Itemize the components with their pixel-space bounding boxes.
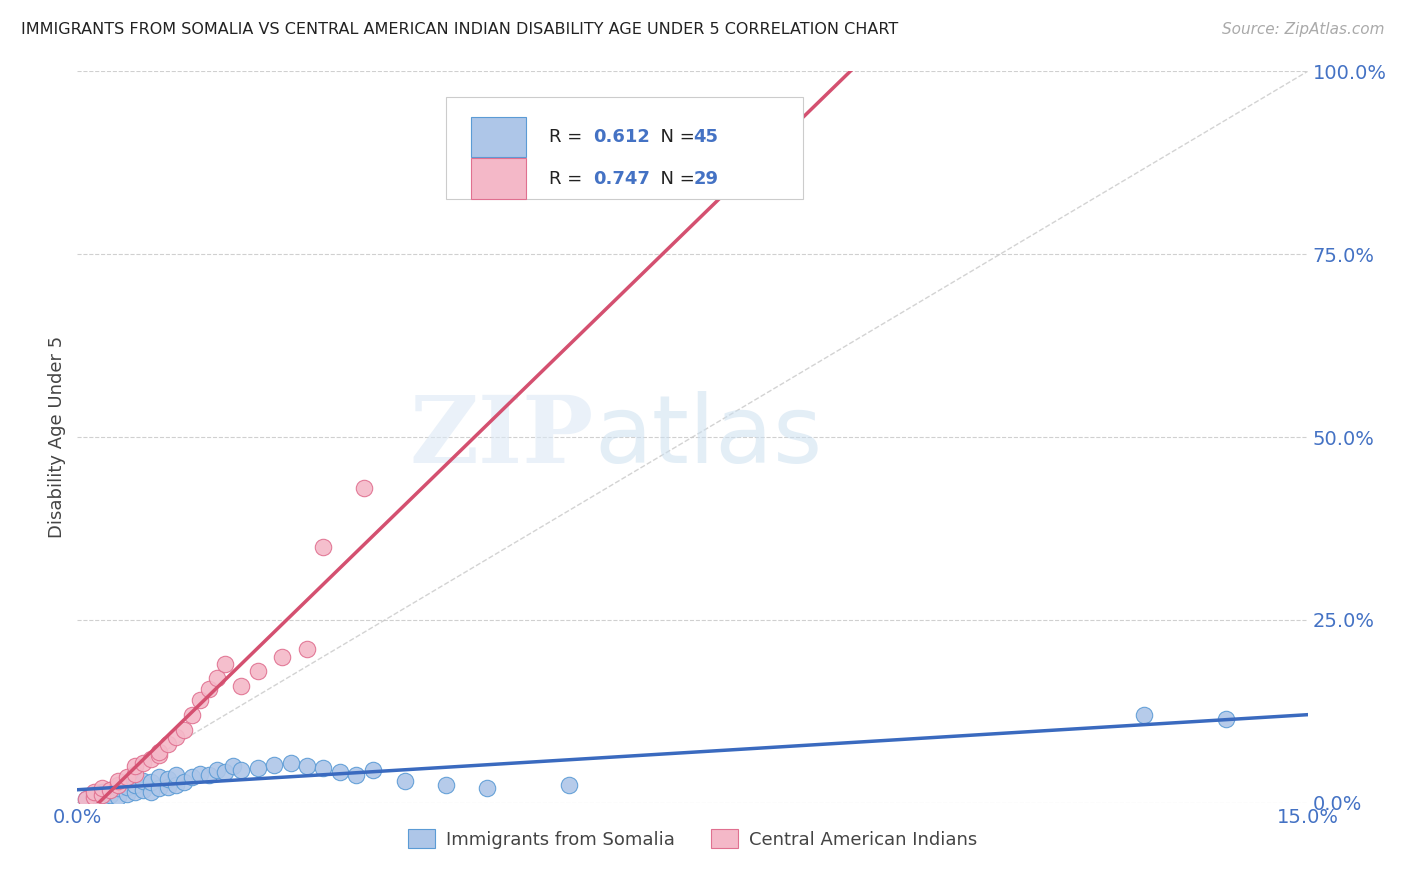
Point (83, 789, 105, 804)
Point (148, 770, 170, 784)
Point (83, 787, 105, 801)
Point (107, 781, 129, 796)
Point (312, 540, 335, 554)
Point (107, 773, 129, 788)
Text: N =: N = (650, 128, 702, 145)
Point (173, 775, 195, 789)
Text: ZIP: ZIP (409, 392, 595, 482)
Point (477, 781, 499, 796)
Text: IMMIGRANTS FROM SOMALIA VS CENTRAL AMERICAN INDIAN DISABILITY AGE UNDER 5 CORREL: IMMIGRANTS FROM SOMALIA VS CENTRAL AMERI… (21, 22, 898, 37)
Point (188, 766, 212, 780)
Point (132, 756, 155, 770)
Point (231, 679, 253, 693)
Point (132, 782, 155, 797)
Y-axis label: Disability Age Under 5: Disability Age Under 5 (48, 336, 66, 538)
Legend: Immigrants from Somalia, Central American Indians: Immigrants from Somalia, Central America… (401, 822, 984, 856)
Point (222, 759, 245, 773)
Point (1132, 708, 1154, 723)
Text: 45: 45 (693, 128, 718, 145)
Text: 0.612: 0.612 (593, 128, 650, 145)
Point (90, 785, 114, 799)
Point (141, 785, 163, 799)
Point (436, 778, 458, 792)
Point (124, 778, 146, 792)
Point (197, 768, 219, 782)
Point (132, 773, 155, 788)
Point (75, 792, 97, 806)
Point (141, 775, 163, 789)
Text: 29: 29 (693, 169, 718, 187)
Point (156, 772, 179, 787)
Point (214, 657, 236, 671)
Point (115, 787, 138, 801)
Point (98, 789, 121, 803)
Point (148, 748, 170, 763)
Point (295, 642, 318, 657)
Point (361, 763, 384, 777)
Point (148, 745, 170, 759)
Point (181, 708, 204, 723)
Text: R =: R = (548, 169, 588, 187)
Point (231, 763, 253, 777)
Point (83, 785, 105, 799)
Point (263, 757, 285, 772)
Point (295, 759, 318, 773)
Point (181, 770, 204, 784)
Text: N =: N = (650, 169, 702, 187)
Text: Source: ZipAtlas.com: Source: ZipAtlas.com (1222, 22, 1385, 37)
Point (115, 780, 138, 794)
Point (165, 730, 187, 744)
Point (75, 792, 97, 806)
Point (90, 790, 114, 805)
Point (90, 781, 114, 796)
Bar (471, 117, 526, 157)
Point (165, 768, 187, 782)
Point (115, 770, 138, 784)
Point (329, 765, 352, 780)
Bar (471, 159, 526, 199)
Text: atlas: atlas (595, 391, 823, 483)
Point (246, 761, 269, 775)
Text: 0.747: 0.747 (593, 169, 650, 187)
Point (98, 782, 121, 797)
Point (353, 481, 375, 495)
Point (173, 723, 195, 737)
Point (148, 781, 170, 796)
Point (124, 785, 146, 799)
Point (205, 763, 228, 777)
Point (165, 778, 187, 792)
Point (124, 766, 146, 780)
Point (107, 778, 129, 792)
Point (188, 693, 212, 707)
Point (205, 672, 228, 686)
Point (141, 752, 163, 766)
Point (280, 756, 302, 770)
Point (246, 664, 269, 678)
Point (197, 682, 219, 697)
Point (558, 778, 581, 792)
Point (1215, 712, 1237, 726)
Point (124, 759, 146, 773)
FancyBboxPatch shape (447, 97, 803, 200)
Point (344, 768, 367, 782)
Text: R =: R = (548, 128, 588, 145)
Point (271, 649, 294, 664)
Point (90, 789, 114, 803)
Point (98, 782, 121, 797)
Point (214, 765, 236, 780)
Point (156, 780, 179, 794)
Point (394, 773, 416, 788)
Point (312, 761, 335, 775)
Point (83, 789, 105, 804)
Point (156, 737, 179, 751)
Point (107, 789, 129, 804)
